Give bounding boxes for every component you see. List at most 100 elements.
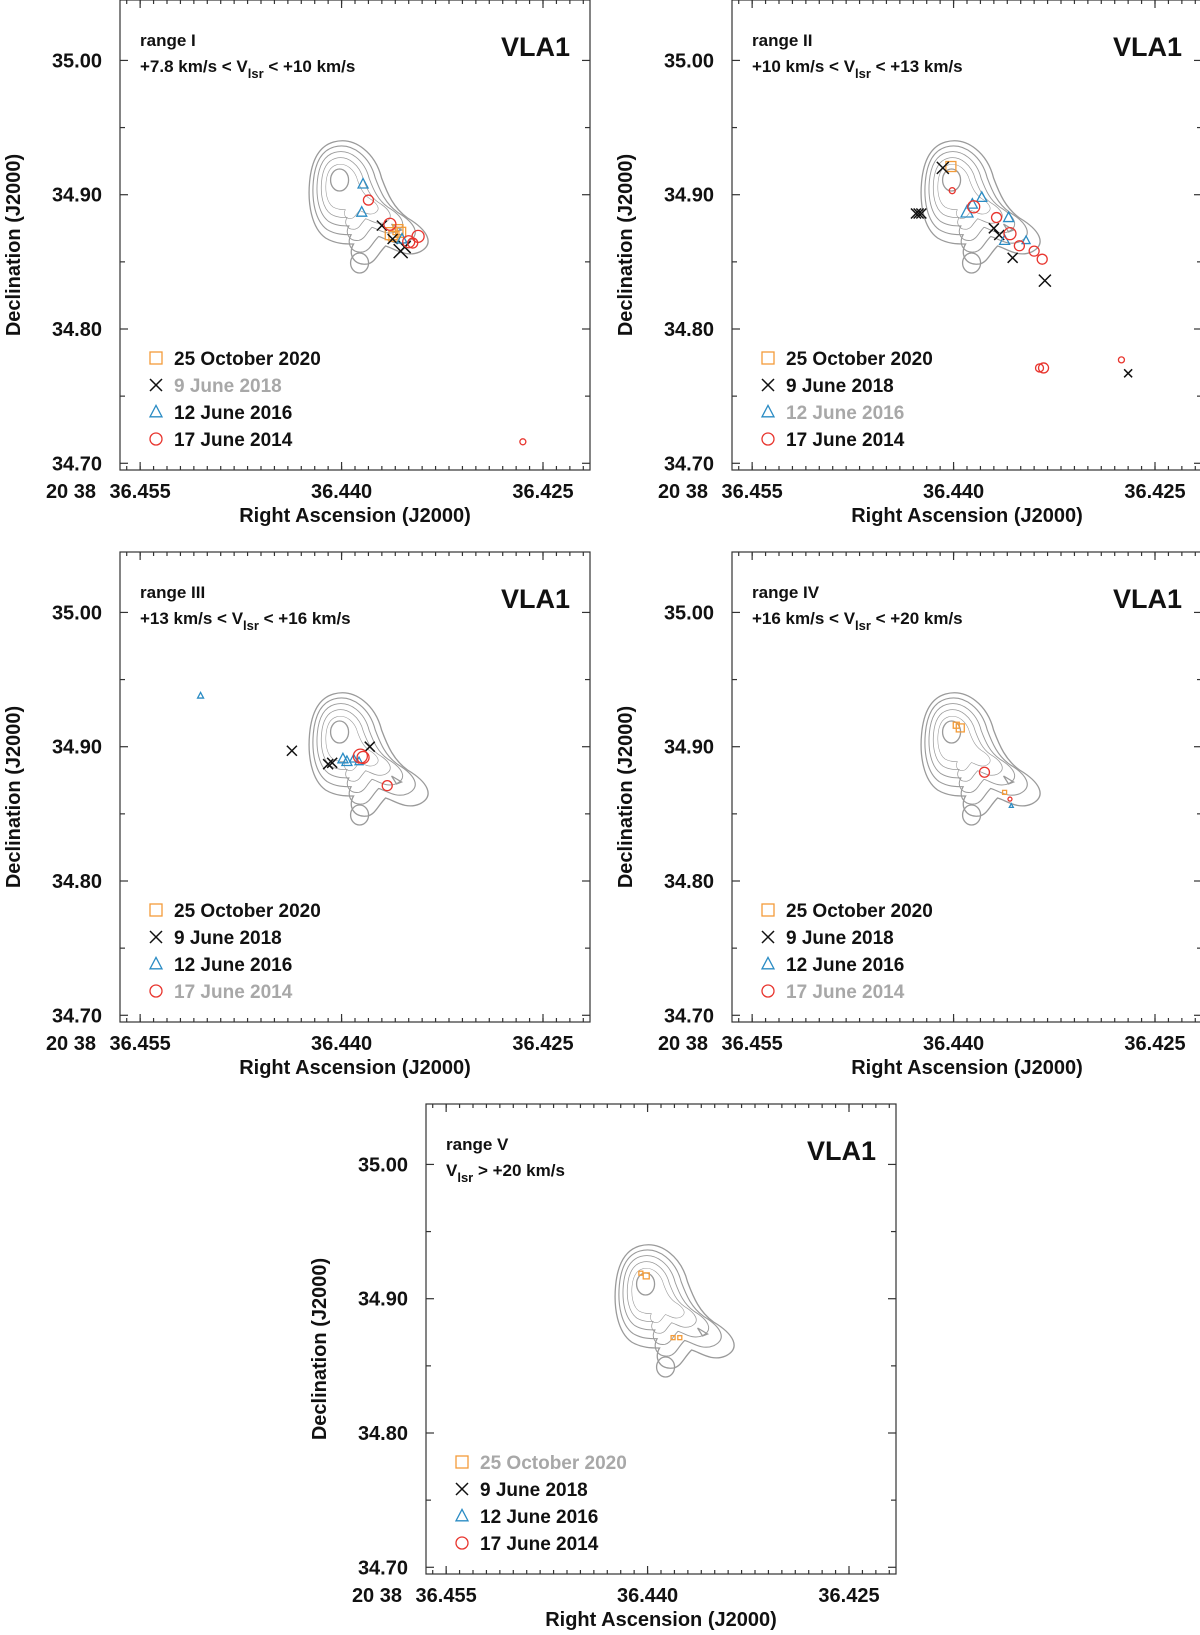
contour-level [316,151,404,241]
contour-knot [697,1327,710,1337]
maser-spot-e2016 [1008,802,1015,809]
maser-spot-e2016 [355,205,368,217]
contour-level [937,164,991,219]
legend-marker-e2018 [761,930,775,944]
panel-3: 35.00 34.90 34.80 34.70 36.455 36.440 36.425 20… [3,551,591,1079]
x-axis-label: Right Ascension (J2000) [851,1057,1083,1079]
legend-marker-e2014 [149,984,163,998]
maser-spot-e2014 [411,229,425,243]
y-tick-label: 34.80 [52,319,102,341]
legend-marker-e2014 [455,1536,469,1550]
x-tick-label: 36.425 [512,1033,573,1055]
maser-spot-e2016 [340,754,354,767]
maser-spot-e2018 [910,207,922,220]
velocity-range-label: +7.8 km/s < Vlsr < +10 km/s [140,57,355,81]
range-label: range V [446,1135,509,1154]
legend-label-e2018: 9 June 2018 [480,1480,588,1501]
maser-spot-e2014 [362,194,375,206]
y-tick-label: 35.00 [358,1154,408,1176]
contour-level [325,164,379,219]
x-axis-label: Right Ascension (J2000) [545,1609,777,1631]
source-label: VLA1 [1113,32,1182,62]
maser-spot-e2018 [322,758,334,770]
maser-spot-e2016 [959,204,975,218]
x-tick-label: 36.425 [818,1585,879,1607]
legend-label-e2016: 12 June 2016 [174,955,292,976]
y-tick-label: 35.00 [664,50,714,72]
contour-peak [635,1272,656,1296]
contour-knot [1003,223,1016,233]
legend-label-e2016: 12 June 2016 [174,403,292,424]
contour-level [924,145,1028,253]
maser-spot-e2014 [519,438,527,446]
maser-spot-e2014 [383,217,397,231]
maser-spot-e2018 [1038,274,1052,288]
velocity-range-label: +10 km/s < Vlsr < +13 km/s [752,57,963,81]
maser-spot-e2016 [966,197,979,209]
maser-spot-e2018 [936,161,950,175]
panel-5: 35.00 34.90 34.80 34.70 36.455 36.440 36.425 20… [309,1103,897,1631]
contour-level [924,697,1028,805]
continuum-contours [308,692,429,826]
velocity-range-label: Vlsr > +20 km/s [446,1161,565,1185]
panel-1: 35.00 34.90 34.80 34.70 36.455 36.440 36.425 20… [3,0,591,527]
x-tick-label: 36.455 [110,481,171,503]
contour-level [937,716,991,771]
range-label: range I [140,31,196,50]
range-label: range III [140,583,205,602]
y-axis-label: Declination (J2000) [3,706,25,888]
maser-spot-e2014 [978,766,991,778]
x-tick-label: 36.455 [110,1033,171,1055]
legend-label-e2018: 9 June 2018 [786,376,894,397]
y-tick-label: 34.90 [664,737,714,759]
legend-label-e2016: 12 June 2016 [480,1507,598,1528]
maser-spot-e2014 [967,200,981,214]
legend-marker-e2020 [149,351,163,365]
x-axis-label: Right Ascension (J2000) [239,505,471,527]
maser-spot-e2014 [1037,362,1050,374]
maser-spot-e2018 [326,757,338,769]
x-tick-label: 36.440 [617,1585,678,1607]
continuum-contours [614,1244,735,1378]
y-tick-label: 34.70 [358,1557,408,1579]
legend-label-e2020: 25 October 2020 [174,901,321,922]
maser-spot-e2020 [955,723,965,733]
contour-south-knot [961,252,982,274]
continuum-contours [308,140,429,274]
maser-spot-e2016 [353,755,365,766]
contour-level [928,151,1016,241]
maser-spot-e2018 [286,745,298,757]
legend-marker-e2020 [761,903,775,917]
y-tick-label: 34.70 [52,453,102,475]
maser-spot-e2016 [356,177,370,189]
y-axis-label: Declination (J2000) [615,154,637,336]
legend-label-e2014: 17 June 2014 [174,982,293,1003]
contour-south-knot [349,252,370,274]
contour-level [932,709,1003,782]
contour-level [920,140,1041,265]
source-label: VLA1 [501,584,570,614]
maser-spot-e2014 [356,750,370,765]
maser-spot-e2014 [1034,363,1045,373]
legend-label-e2014: 17 June 2014 [786,430,905,451]
contour-level [626,1261,697,1334]
contour-level [325,716,379,771]
legend-label-e2018: 9 June 2018 [174,376,282,397]
maser-spot-e2014 [948,187,956,195]
maser-spot-e2014 [381,780,393,792]
x-axis-label: Right Ascension (J2000) [239,1057,471,1079]
y-tick-label: 34.90 [52,737,102,759]
panel-2: 35.00 34.90 34.80 34.70 36.455 36.440 36.425 20… [615,0,1200,527]
contour-south-knot [349,804,370,826]
contour-level [920,692,1041,817]
legend-marker-e2018 [149,378,163,392]
range-label: range II [752,31,812,50]
x-tick-label: 36.455 [722,1033,783,1055]
legend-label-e2016: 12 June 2016 [786,403,904,424]
legend-label-e2020: 25 October 2020 [480,1453,627,1474]
y-tick-label: 34.90 [664,185,714,207]
ra-prefix: 20 38 [46,481,96,503]
y-tick-label: 34.80 [358,1423,408,1445]
source-label: VLA1 [807,1136,876,1166]
y-tick-label: 35.00 [52,602,102,624]
